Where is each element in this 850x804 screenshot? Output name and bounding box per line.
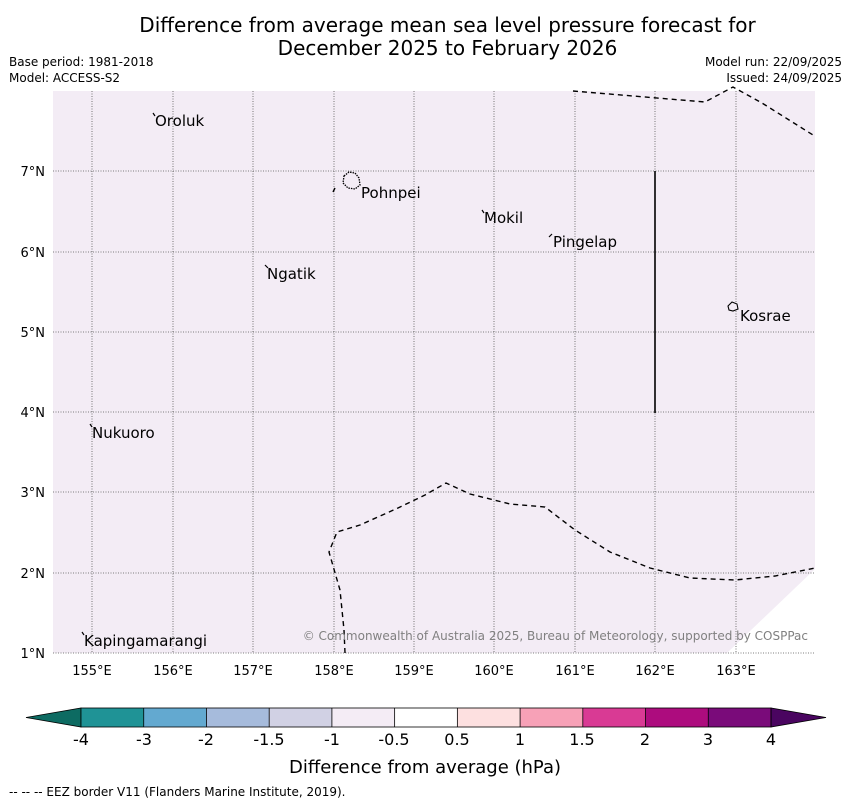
eez-borders (328, 86, 816, 654)
colorbar-segment (394, 708, 458, 727)
lat-tick: 7°N (21, 165, 46, 180)
lon-tick: 162°E (635, 664, 675, 679)
place-kapingamarangi: Kapingamarangi (84, 632, 207, 650)
model-run: Model run: 22/09/2025 (704, 55, 842, 69)
colorbar-tick: 1 (515, 730, 525, 749)
title-line-2: December 2025 to February 2026 (277, 36, 618, 60)
oroluk-atoll (152, 112, 156, 117)
title-line-1: Difference from average mean sea level p… (139, 13, 756, 37)
colorbar-segment (143, 708, 207, 727)
colorbar-tick: -0.5 (378, 730, 409, 749)
eez-border-north (572, 86, 814, 136)
colorbar-tick: 3 (703, 730, 713, 749)
colorbar-segment (708, 708, 772, 727)
place-pohnpei: Pohnpei (361, 184, 421, 202)
colorbar-tick: 1.5 (569, 730, 594, 749)
colorbar-tick: -1 (324, 730, 340, 749)
lon-ticks: 155°E 156°E 157°E 158°E 159°E 160°E 161°… (72, 664, 756, 679)
lon-tick: 158°E (314, 664, 354, 679)
place-kosrae: Kosrae (740, 307, 791, 325)
atoll-marks (81, 112, 553, 636)
base-period: Base period: 1981-2018 (9, 55, 154, 69)
chart-title: Difference from average mean sea level p… (0, 14, 850, 60)
lon-tick: 161°E (555, 664, 595, 679)
place-oroluk: Oroluk (155, 112, 204, 130)
pingelap-atoll (548, 233, 553, 238)
lat-tick: 5°N (21, 326, 46, 341)
kosrae-island (727, 301, 739, 312)
eez-border-south (328, 482, 816, 654)
colorbar-label: Difference from average (hPa) (289, 757, 561, 778)
kapingamarangi-atoll (81, 631, 85, 636)
colorbar-tick: -4 (73, 730, 89, 749)
lon-tick: 159°E (394, 664, 434, 679)
colorbar: -4 -3 -2 -1.5 -1 -0.5 0.5 1 1.5 2 3 4 Di… (25, 707, 827, 778)
colorbar-outline (80, 707, 772, 728)
colorbar-segment (206, 708, 270, 727)
map-area (53, 91, 815, 653)
colorbar-segment (81, 708, 145, 727)
gridlines (53, 91, 815, 654)
eez-border-fragment (332, 187, 336, 193)
colorbar-segment (582, 708, 646, 727)
lon-tick: 160°E (474, 664, 514, 679)
place-ngatik: Ngatik (267, 265, 316, 283)
colorbar-segment (520, 708, 584, 727)
colorbar-extend-high (770, 707, 827, 728)
mokil-atoll (481, 209, 485, 214)
colorbar-segment (457, 708, 521, 727)
place-nukuoro: Nukuoro (92, 424, 155, 442)
colorbar-tick: -2 (198, 730, 214, 749)
lat-tick: 3°N (21, 486, 46, 501)
colorbar-segment (645, 708, 709, 727)
issued-date: Issued: 24/09/2025 (726, 71, 842, 85)
lat-tick: 2°N (21, 567, 46, 582)
nukuoro-atoll (89, 423, 93, 428)
colorbar-segment (269, 708, 333, 727)
lat-tick: 4°N (21, 406, 46, 421)
colorbar-tick: -3 (136, 730, 152, 749)
pohnpei-island (342, 171, 361, 190)
lon-tick: 157°E (233, 664, 273, 679)
colorbar-extend-low (25, 707, 82, 728)
meta-right: Model run: 22/09/2025 Issued: 24/09/2025 (705, 54, 842, 86)
colorbar-segments (81, 708, 772, 727)
colorbar-ticks: -4 -3 -2 -1.5 -1 -0.5 0.5 1 1.5 2 3 4 (73, 730, 776, 749)
place-mokil: Mokil (484, 209, 523, 227)
colorbar-tick: -1.5 (253, 730, 284, 749)
lon-tick: 156°E (153, 664, 193, 679)
colorbar-tick: 0.5 (444, 730, 469, 749)
colorbar-segment (331, 708, 395, 727)
ngatik-atoll (264, 264, 269, 269)
colorbar-tick: 2 (640, 730, 650, 749)
copyright-notice: © Commonwealth of Australia 2025, Bureau… (303, 629, 808, 643)
lon-tick: 163°E (716, 664, 756, 679)
colorbar-tick: 4 (766, 730, 776, 749)
lat-tick: 1°N (21, 647, 46, 662)
eez-footnote: -- -- -- EEZ border V11 (Flanders Marine… (9, 785, 346, 799)
lon-tick: 155°E (72, 664, 112, 679)
model-name: Model: ACCESS-S2 (9, 71, 121, 85)
map-blank-area (727, 569, 815, 653)
lat-tick: 6°N (21, 246, 46, 261)
lat-ticks: 7°N 6°N 5°N 4°N 3°N 2°N 1°N (21, 165, 46, 662)
place-pingelap: Pingelap (553, 233, 617, 251)
meta-left: Base period: 1981-2018 Model: ACCESS-S2 (9, 54, 154, 86)
